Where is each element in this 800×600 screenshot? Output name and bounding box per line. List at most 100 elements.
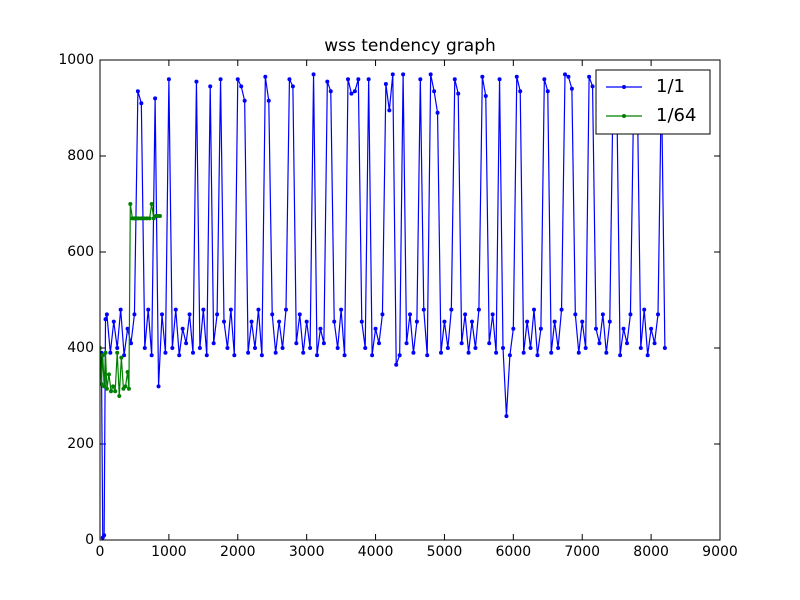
point	[662, 346, 667, 350]
x-tick-label: 0	[96, 544, 105, 560]
point	[204, 353, 209, 358]
point	[173, 307, 178, 312]
point	[470, 319, 474, 324]
point	[466, 350, 471, 355]
legend-marker	[622, 114, 626, 118]
point	[239, 84, 244, 89]
point	[118, 307, 123, 312]
point	[521, 350, 526, 355]
point	[197, 346, 202, 350]
point	[177, 353, 182, 358]
point	[569, 86, 574, 91]
point	[411, 350, 416, 355]
point	[442, 319, 447, 324]
point	[146, 307, 151, 312]
point	[566, 74, 571, 79]
point	[456, 91, 461, 96]
x-tick-label: 4000	[358, 544, 394, 560]
point	[115, 346, 120, 350]
point	[649, 326, 654, 331]
point	[111, 319, 116, 324]
point	[459, 341, 464, 346]
point	[476, 307, 481, 312]
point	[370, 353, 375, 358]
point	[153, 96, 158, 101]
point	[494, 350, 499, 355]
point	[125, 370, 130, 374]
point	[301, 350, 306, 355]
point	[621, 326, 626, 331]
point	[123, 384, 128, 389]
point	[170, 346, 175, 350]
point	[225, 346, 230, 350]
point	[135, 89, 140, 94]
point	[325, 79, 330, 84]
point	[290, 84, 295, 89]
point	[642, 307, 647, 312]
point	[139, 101, 144, 106]
point	[497, 77, 502, 82]
point	[297, 312, 302, 317]
plot-frame	[99, 59, 721, 541]
point	[108, 350, 113, 355]
point	[559, 307, 564, 312]
point	[332, 319, 337, 324]
point	[270, 312, 275, 317]
point	[318, 326, 323, 331]
point	[552, 319, 557, 324]
x-tick-label: 2000	[220, 544, 256, 560]
point	[139, 216, 144, 221]
point	[349, 91, 354, 96]
point	[545, 89, 550, 94]
y-tick-label: 600	[67, 244, 94, 260]
point	[532, 307, 536, 312]
point	[638, 346, 643, 350]
x-tick-label: 6000	[496, 544, 532, 560]
point	[117, 394, 122, 398]
point	[480, 74, 485, 79]
point	[373, 326, 378, 331]
point	[535, 353, 540, 358]
point	[421, 307, 426, 312]
point	[487, 341, 492, 346]
legend-label: 1/64	[656, 105, 696, 126]
point	[573, 312, 578, 317]
y-tick-label: 200	[67, 436, 94, 452]
point	[125, 326, 130, 331]
point	[136, 216, 141, 221]
point	[483, 94, 488, 98]
point	[215, 312, 220, 317]
point	[439, 350, 443, 355]
point	[563, 72, 567, 77]
point	[542, 77, 547, 82]
point	[111, 384, 116, 389]
legend: 1/1 1/64	[595, 69, 711, 135]
point	[308, 346, 313, 350]
point	[142, 346, 147, 350]
point	[346, 77, 350, 82]
point	[194, 79, 199, 84]
point	[387, 108, 392, 113]
point	[394, 362, 399, 367]
point	[126, 386, 131, 391]
point	[356, 77, 361, 82]
point	[149, 202, 154, 206]
line	[100, 73, 666, 540]
y-tick-label: 800	[67, 148, 94, 164]
point	[163, 350, 168, 355]
point	[580, 319, 585, 324]
point	[501, 346, 505, 350]
point	[232, 353, 237, 358]
point	[618, 353, 623, 358]
point	[463, 312, 468, 317]
point	[180, 326, 185, 331]
point	[242, 98, 247, 103]
point	[277, 319, 282, 324]
point	[435, 110, 440, 115]
point	[607, 319, 612, 324]
point	[597, 341, 602, 346]
point	[590, 84, 595, 89]
point	[122, 353, 127, 358]
point	[259, 353, 264, 358]
point	[432, 89, 437, 94]
